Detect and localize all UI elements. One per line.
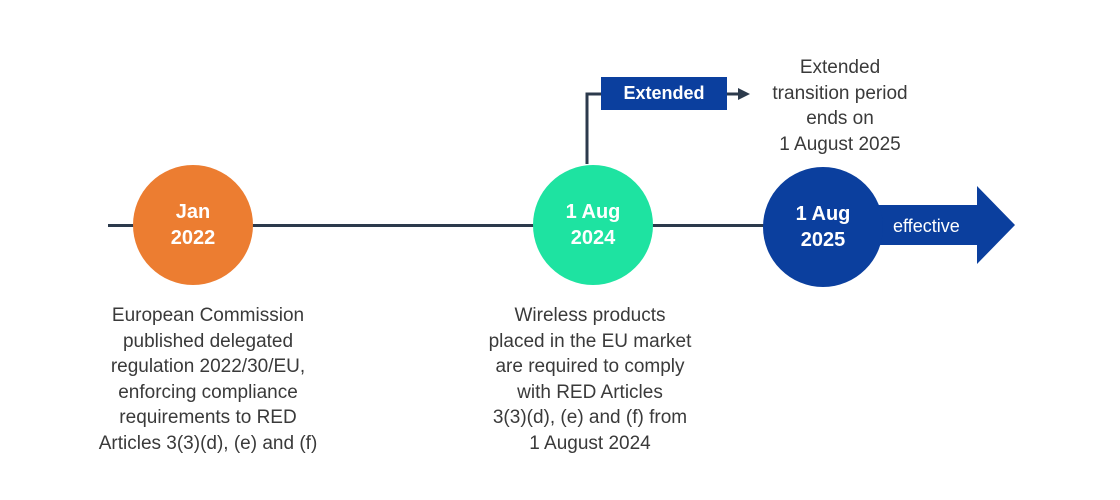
effective-label: effective (893, 216, 960, 236)
note-line: 1 August 2025 (779, 133, 901, 155)
note-line: transition period (772, 82, 908, 104)
note-line: ends on (806, 108, 874, 129)
description-jan-2022: European Commission published delegated … (78, 303, 338, 456)
description-line: requirements to RED (119, 407, 297, 428)
description-line: regulation 2022/30/EU, (110, 356, 306, 377)
milestone-year: 2025 (800, 229, 846, 251)
milestone-day-month: 1 Aug (565, 201, 621, 223)
milestone-year: 2024 (570, 227, 616, 249)
description-line: Articles 3(3)(d), (e) and (f) (98, 432, 318, 454)
extension-connector (585, 88, 750, 164)
milestone-month: Jan (175, 201, 211, 223)
description-line: enforcing compliance (118, 381, 298, 403)
milestone-day-month: 1 Aug (795, 203, 851, 225)
milestone-jan-2022: Jan 2022 (133, 165, 253, 285)
description-line: are required to comply (495, 356, 685, 377)
extended-note: Extended transition period ends on 1 Aug… (740, 55, 940, 157)
timeline-line (108, 224, 820, 227)
note-line: Extended (799, 57, 881, 78)
description-line: 1 August 2024 (529, 432, 651, 454)
description-line: Wireless products (514, 305, 666, 326)
description-line: placed in the EU market (488, 330, 692, 352)
milestone-aug-2025: 1 Aug 2025 (763, 167, 883, 287)
extended-box: Extended (601, 77, 727, 110)
effective-arrow (845, 186, 1015, 264)
description-line: with RED Articles (517, 381, 663, 403)
description-line: published delegated (122, 330, 294, 352)
milestone-aug-2024: 1 Aug 2024 (533, 165, 653, 285)
description-aug-2024: Wireless products placed in the EU marke… (460, 303, 720, 456)
description-line: European Commission (111, 305, 305, 326)
milestone-year: 2022 (170, 227, 216, 249)
description-line: 3(3)(d), (e) and (f) from (492, 407, 688, 428)
